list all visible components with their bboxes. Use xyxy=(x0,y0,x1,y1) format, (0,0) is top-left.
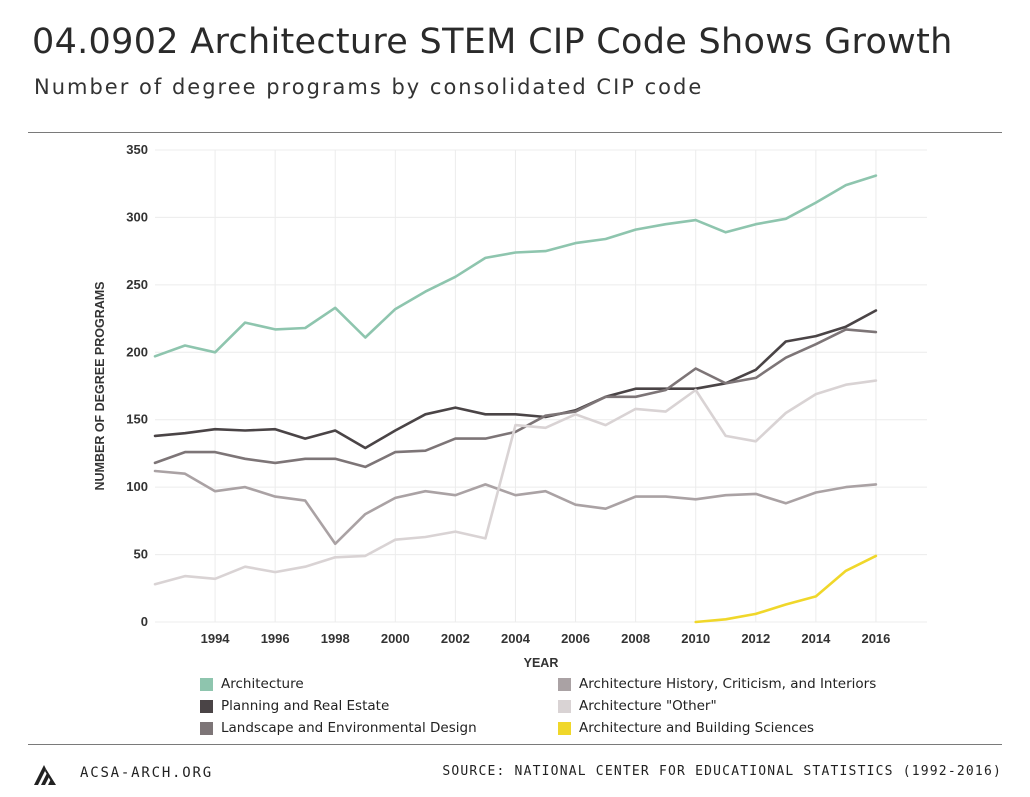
x-tick-label: 2006 xyxy=(561,631,590,646)
site-url[interactable]: ACSA-ARCH.ORG xyxy=(80,765,213,781)
x-tick-label: 1996 xyxy=(261,631,290,646)
x-tick-label: 2000 xyxy=(381,631,410,646)
x-tick-label: 1994 xyxy=(201,631,231,646)
series-line-4 xyxy=(153,379,878,586)
legend-item: Architecture "Other" xyxy=(558,698,717,714)
legend-item: Architecture and Building Sciences xyxy=(558,720,814,736)
legend-item: Architecture History, Criticism, and Int… xyxy=(558,676,876,692)
series-line-2 xyxy=(153,328,878,469)
x-tick-label: 2014 xyxy=(801,631,831,646)
y-tick-label: 200 xyxy=(126,344,148,359)
axis-layer: 0 50 100 150 200 250 300 350 1994 1996 1998 2000 200… xyxy=(93,142,890,670)
legend-label: Planning and Real Estate xyxy=(221,698,390,714)
y-axis-label: NUMBER OF DEGREE PROGRAMS xyxy=(93,281,107,490)
x-tick-label: 2012 xyxy=(741,631,770,646)
acsa-logo-icon xyxy=(34,765,56,785)
legend-label: Architecture and Building Sciences xyxy=(579,720,815,736)
legend-label: Architecture History, Criticism, and Int… xyxy=(579,676,877,692)
y-tick-label: 0 xyxy=(141,614,148,629)
x-tick-label: 1998 xyxy=(321,631,350,646)
series-line-0 xyxy=(153,174,878,358)
y-tick-label: 300 xyxy=(126,209,148,224)
x-tick-label: 2016 xyxy=(861,631,890,646)
y-tick-label: 250 xyxy=(126,277,148,292)
legend-swatch xyxy=(558,677,571,691)
legend-label: Landscape and Environmental Design xyxy=(221,720,477,736)
x-tick-label: 2004 xyxy=(501,631,531,646)
legend-item: Planning and Real Estate xyxy=(200,698,389,714)
series-line-5 xyxy=(694,554,878,624)
grid-layer xyxy=(155,149,927,623)
chart-subtitle: Number of degree programs by consolidate… xyxy=(34,75,704,99)
x-tick-label: 2002 xyxy=(441,631,470,646)
chart-title: 04.0902 Architecture STEM CIP Code Shows… xyxy=(32,22,953,62)
y-tick-label: 350 xyxy=(126,142,148,157)
bottom-divider xyxy=(28,744,1002,745)
footer-brand: ACSA-ARCH.ORG xyxy=(32,760,213,786)
legend-label: Architecture xyxy=(221,676,304,692)
y-tick-label: 100 xyxy=(126,479,148,494)
series-layer xyxy=(153,174,878,624)
series-line-1 xyxy=(153,309,878,450)
x-axis-label: YEAR xyxy=(524,656,559,670)
legend-label: Architecture "Other" xyxy=(579,698,717,714)
top-divider xyxy=(28,132,1002,133)
y-tick-label: 50 xyxy=(134,547,148,562)
legend-item: Architecture xyxy=(200,676,304,692)
legend-swatch xyxy=(558,699,571,713)
source-note: SOURCE: NATIONAL CENTER FOR EDUCATIONAL … xyxy=(442,764,1002,779)
x-tick-label: 2008 xyxy=(621,631,650,646)
legend-swatch xyxy=(200,721,213,735)
legend-item: Landscape and Environmental Design xyxy=(200,720,477,736)
legend-swatch xyxy=(200,699,213,713)
legend-swatch xyxy=(558,721,571,735)
x-tick-label: 2010 xyxy=(681,631,710,646)
y-tick-label: 150 xyxy=(126,412,148,427)
series-line-3 xyxy=(153,469,878,546)
legend-swatch xyxy=(200,677,213,691)
